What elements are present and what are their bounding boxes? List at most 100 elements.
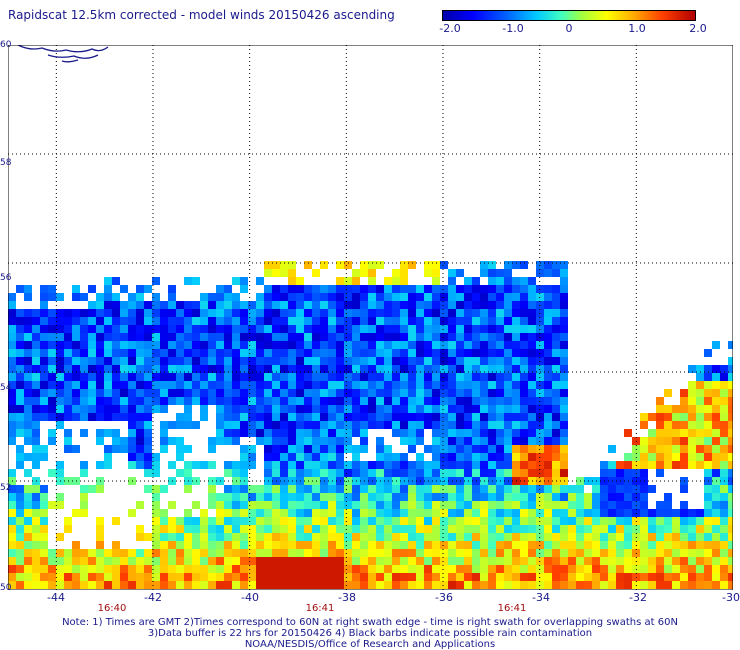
- wind-cell: [376, 397, 384, 405]
- wind-cell: [112, 301, 120, 309]
- wind-cell: [112, 445, 120, 453]
- wind-cell: [384, 333, 392, 341]
- wind-cell: [512, 293, 520, 301]
- wind-cell: [504, 509, 512, 517]
- wind-cell: [112, 277, 120, 285]
- wind-cell: [248, 309, 256, 317]
- wind-cell: [408, 261, 416, 269]
- wind-cell: [512, 277, 520, 285]
- wind-cell: [280, 581, 288, 589]
- wind-cell: [360, 533, 368, 541]
- wind-cell: [472, 413, 480, 421]
- wind-cell: [368, 325, 376, 333]
- wind-cell: [256, 309, 264, 317]
- wind-cell: [392, 389, 400, 397]
- wind-cell: [408, 469, 416, 477]
- wind-cell: [224, 325, 232, 333]
- wind-cell: [696, 549, 704, 557]
- wind-cell: [432, 413, 440, 421]
- wind-cell: [528, 365, 536, 373]
- wind-cell: [8, 389, 16, 397]
- wind-cell: [624, 469, 632, 477]
- wind-cell: [280, 397, 288, 405]
- colorbar-tick-label: 1.0: [628, 22, 646, 35]
- wind-cell: [136, 365, 144, 373]
- wind-cell: [560, 397, 568, 405]
- wind-cell: [224, 485, 232, 493]
- wind-cell: [280, 333, 288, 341]
- wind-cell: [400, 285, 408, 293]
- wind-cell: [560, 405, 568, 413]
- wind-cell: [32, 573, 40, 581]
- wind-cell: [544, 413, 552, 421]
- wind-cell: [496, 357, 504, 365]
- wind-cell: [320, 581, 328, 589]
- wind-cell: [712, 485, 720, 493]
- wind-cell: [368, 317, 376, 325]
- wind-cell: [16, 581, 24, 589]
- wind-cell: [232, 381, 240, 389]
- wind-cell: [440, 341, 448, 349]
- wind-cell: [440, 381, 448, 389]
- wind-cell: [168, 581, 176, 589]
- wind-cell: [336, 381, 344, 389]
- wind-cell: [408, 405, 416, 413]
- wind-cell: [720, 373, 728, 381]
- wind-cell: [544, 405, 552, 413]
- wind-cell: [232, 469, 240, 477]
- wind-cell: [264, 301, 272, 309]
- wind-cell: [432, 373, 440, 381]
- wind-cell: [448, 381, 456, 389]
- wind-cell: [224, 357, 232, 365]
- wind-cell: [144, 373, 152, 381]
- wind-cell: [392, 573, 400, 581]
- wind-cell: [272, 581, 280, 589]
- wind-cell: [16, 333, 24, 341]
- wind-cell: [40, 493, 48, 501]
- wind-cell: [128, 453, 136, 461]
- wind-cell: [336, 285, 344, 293]
- wind-cell: [416, 453, 424, 461]
- wind-cell: [592, 541, 600, 549]
- wind-cell: [328, 365, 336, 373]
- wind-cell: [280, 261, 288, 269]
- wind-cell: [648, 541, 656, 549]
- wind-cell: [488, 405, 496, 413]
- wind-cell: [224, 549, 232, 557]
- wind-cell: [288, 509, 296, 517]
- wind-cell: [48, 557, 56, 565]
- wind-cell: [544, 469, 552, 477]
- wind-cell: [232, 397, 240, 405]
- wind-cell: [544, 429, 552, 437]
- wind-cell: [200, 309, 208, 317]
- wind-cell: [608, 533, 616, 541]
- wind-cell: [40, 293, 48, 301]
- wind-cell: [112, 317, 120, 325]
- wind-cell: [224, 501, 232, 509]
- wind-cell: [32, 429, 40, 437]
- wind-cell: [32, 397, 40, 405]
- wind-cell: [296, 293, 304, 301]
- wind-cell: [40, 485, 48, 493]
- wind-cell: [32, 533, 40, 541]
- wind-cell: [152, 357, 160, 365]
- wind-cell: [264, 493, 272, 501]
- wind-cell: [400, 581, 408, 589]
- wind-cell: [32, 509, 40, 517]
- wind-cell: [136, 397, 144, 405]
- wind-cell: [352, 277, 360, 285]
- wind-cell: [344, 309, 352, 317]
- wind-cell: [272, 541, 280, 549]
- wind-cell: [32, 421, 40, 429]
- wind-cell: [528, 381, 536, 389]
- wind-cell: [152, 533, 160, 541]
- wind-cell: [448, 525, 456, 533]
- wind-cell: [472, 565, 480, 573]
- wind-cell: [192, 397, 200, 405]
- wind-cell: [184, 397, 192, 405]
- wind-cell: [656, 581, 664, 589]
- wind-cell: [416, 413, 424, 421]
- wind-cell: [240, 301, 248, 309]
- wind-cell: [352, 557, 360, 565]
- wind-cell: [24, 421, 32, 429]
